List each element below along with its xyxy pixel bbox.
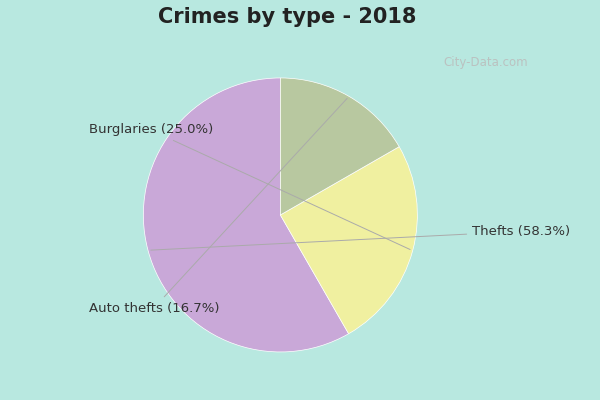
Title: Crimes by type - 2018: Crimes by type - 2018 (158, 7, 416, 27)
Wedge shape (143, 78, 349, 352)
Wedge shape (280, 147, 418, 334)
Text: Auto thefts (16.7%): Auto thefts (16.7%) (89, 98, 347, 315)
Text: Burglaries (25.0%): Burglaries (25.0%) (89, 124, 410, 250)
Text: Thefts (58.3%): Thefts (58.3%) (151, 225, 571, 250)
Text: City-Data.com: City-Data.com (443, 56, 528, 69)
Wedge shape (280, 78, 399, 215)
